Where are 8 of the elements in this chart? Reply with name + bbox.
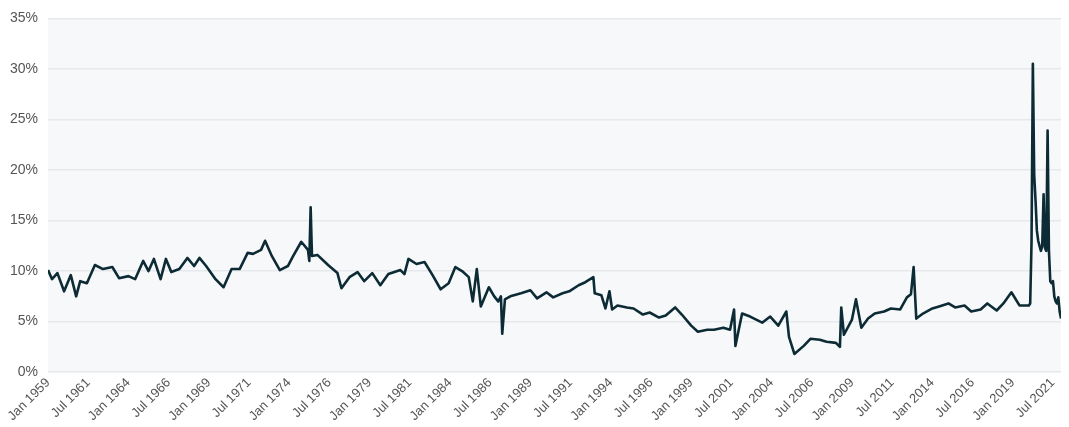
y-tick-label: 25% [9, 110, 39, 127]
y-tick-label: 30% [9, 59, 39, 76]
y-tick-label: 5% [17, 312, 39, 329]
y-tick-label: 35% [9, 9, 39, 26]
y-tick-label: 20% [9, 160, 39, 177]
y-tick-label: 0% [17, 363, 39, 379]
y-tick-label: 15% [9, 211, 39, 228]
y-tick-label: 10% [9, 261, 39, 278]
